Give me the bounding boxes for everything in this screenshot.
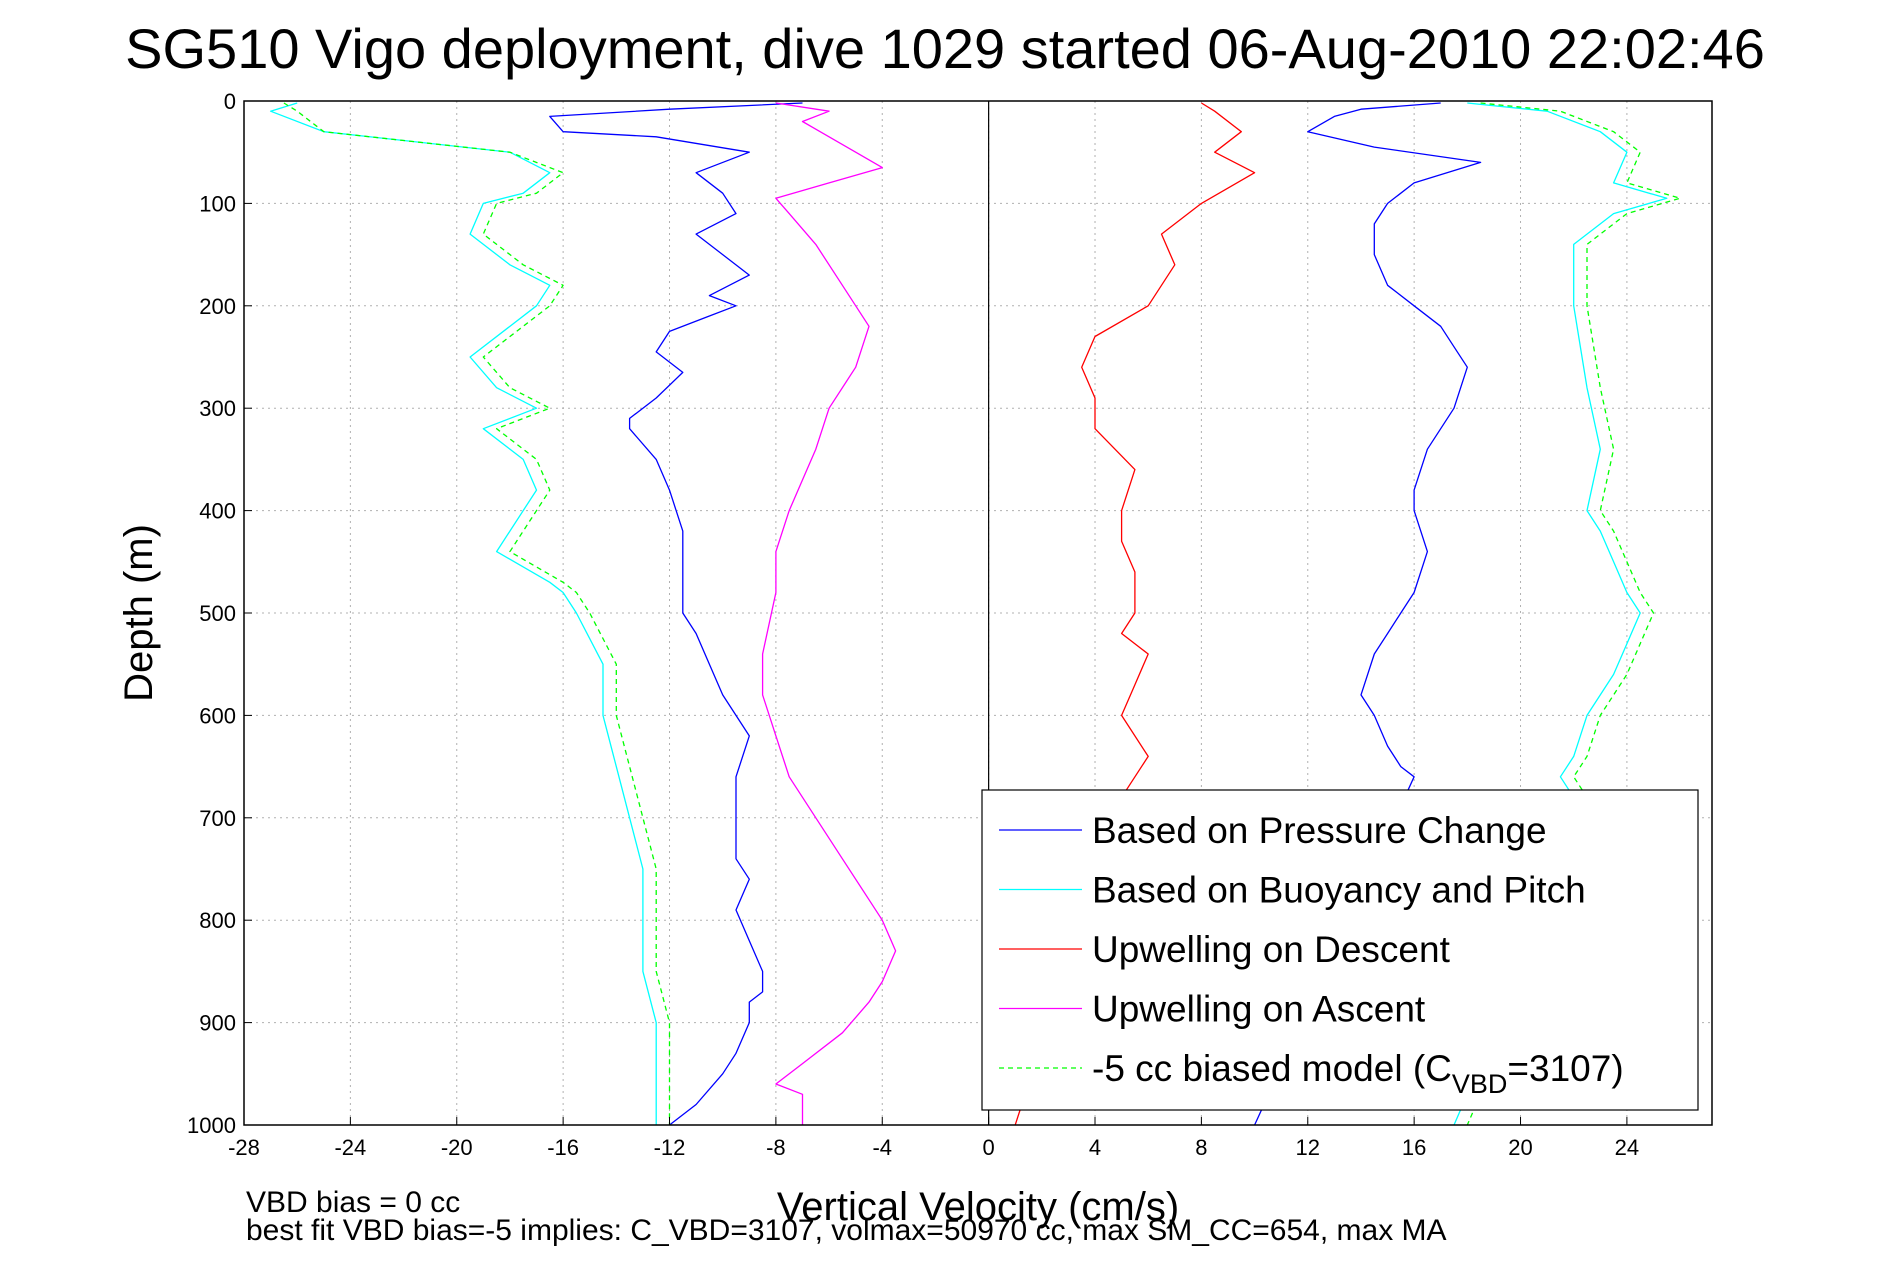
x-tick-label: 24 [1615,1135,1639,1160]
y-axis-label: Depth (m) [117,524,161,702]
legend-label: Upwelling on Ascent [1092,989,1426,1030]
legend-label: Upwelling on Descent [1092,929,1451,970]
annotation-vbd-bias: VBD bias = 0 cc [246,1186,460,1219]
legend-text-part: Based on Buoyancy and Pitch [1092,870,1586,911]
x-tick-label: -24 [334,1135,366,1160]
y-tick-label: 300 [199,396,236,421]
series-line-based-on-pressure-change [1254,102,1482,1126]
y-tick-label: 0 [224,89,236,114]
x-tick-label: 12 [1296,1135,1320,1160]
x-tick-label: -20 [441,1135,473,1160]
series-line-based-on-buoyancy-and-pitch [1453,102,1668,1126]
series-line-5-cc-biased-model-c-vbd-3107 [1466,102,1681,1126]
annotation-best-fit: best fit VBD bias=-5 implies: C_VBD=3107… [246,1214,1447,1247]
y-tick-label: 700 [199,806,236,831]
legend-label: Based on Buoyancy and Pitch [1092,870,1586,911]
x-tick-label: -4 [872,1135,892,1160]
y-tick-label: 800 [199,908,236,933]
legend-text-part: Based on Pressure Change [1092,810,1547,851]
legend-text-part: Upwelling on Ascent [1092,989,1426,1030]
series-line-based-on-pressure-change [549,102,803,1126]
x-tick-label: 16 [1402,1135,1426,1160]
legend-label: Based on Pressure Change [1092,810,1547,851]
legend-text-suffix: =3107) [1507,1048,1623,1089]
series-line-upwelling-on-descent [1014,102,1256,1126]
x-tick-label: 0 [983,1135,995,1160]
chart-title: SG510 Vigo deployment, dive 1029 started… [125,17,1765,80]
legend-text-part: -5 cc biased model (C [1092,1048,1452,1089]
y-tick-label: 1000 [187,1113,236,1138]
y-tick-label: 200 [199,294,236,319]
legend-box [981,789,1699,1111]
legend: Based on Pressure Change Based on Buoyanc… [981,789,1699,1111]
axis-ticks: -28 -24 -20 -16 -12 -8 -4 0 4 8 12 16 20 24 0 100 200 300… [187,89,1639,1160]
series-line-upwelling-on-ascent [761,102,897,1125]
y-tick-label: 900 [199,1011,236,1036]
data-series [269,102,1681,1126]
x-tick-label: -28 [228,1135,260,1160]
y-tick-label: 100 [199,191,236,216]
x-tick-label: 8 [1195,1135,1207,1160]
x-tick-label: 4 [1089,1135,1101,1160]
y-tick-label: 400 [199,499,236,524]
legend-subscript: VBD [1452,1069,1508,1099]
x-tick-label: 20 [1508,1135,1532,1160]
x-tick-label: -12 [654,1135,686,1160]
legend-label: -5 cc biased model (CVBD=3107) [1092,1048,1624,1099]
series-line-based-on-buoyancy-and-pitch [269,102,657,1125]
x-tick-label: -16 [547,1135,579,1160]
x-axis-label: Vertical Velocity (cm/s) [777,1185,1179,1229]
y-tick-label: 600 [199,703,236,728]
x-tick-label: -8 [766,1135,786,1160]
y-tick-label: 500 [199,601,236,626]
series-line-5-cc-biased-model-c-vbd-3107 [283,102,671,1125]
legend-text-part: Upwelling on Descent [1092,929,1451,970]
